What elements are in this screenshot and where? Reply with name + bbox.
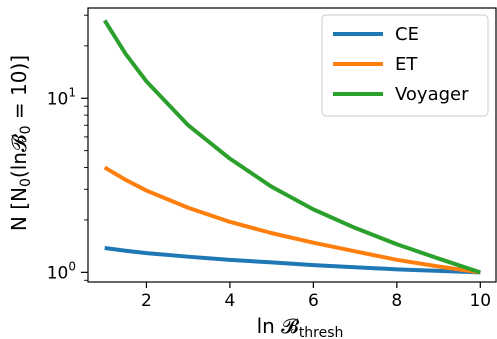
x-tick-label: 6 [308,291,319,311]
legend-label-et: ET [395,54,418,75]
series-line-ce [104,246,481,275]
legend-label-ce: CE [395,24,419,45]
series-line-et [103,165,481,275]
y-tick-label: 100 [47,259,76,283]
legend-label-voyager: Voyager [395,84,469,105]
y-axis-label: N [N0(ln𝓑0 = 10)] [7,55,34,231]
series-layer [102,19,481,275]
x-tick-label: 4 [224,291,235,311]
x-tick-label: 8 [391,291,402,311]
x-axis-label: ln 𝓑thresh [257,314,344,339]
x-tick-label: 10 [469,291,491,311]
x-tick-label: 2 [141,291,152,311]
legend-box [321,14,489,117]
ticks-layer: 2 4 6 8 10 100 101 [47,14,491,311]
plot-frame [87,7,497,283]
y-tick-label: 101 [47,85,76,109]
series-line-voyager [102,19,481,275]
legend: CE ET Voyager [321,14,489,117]
